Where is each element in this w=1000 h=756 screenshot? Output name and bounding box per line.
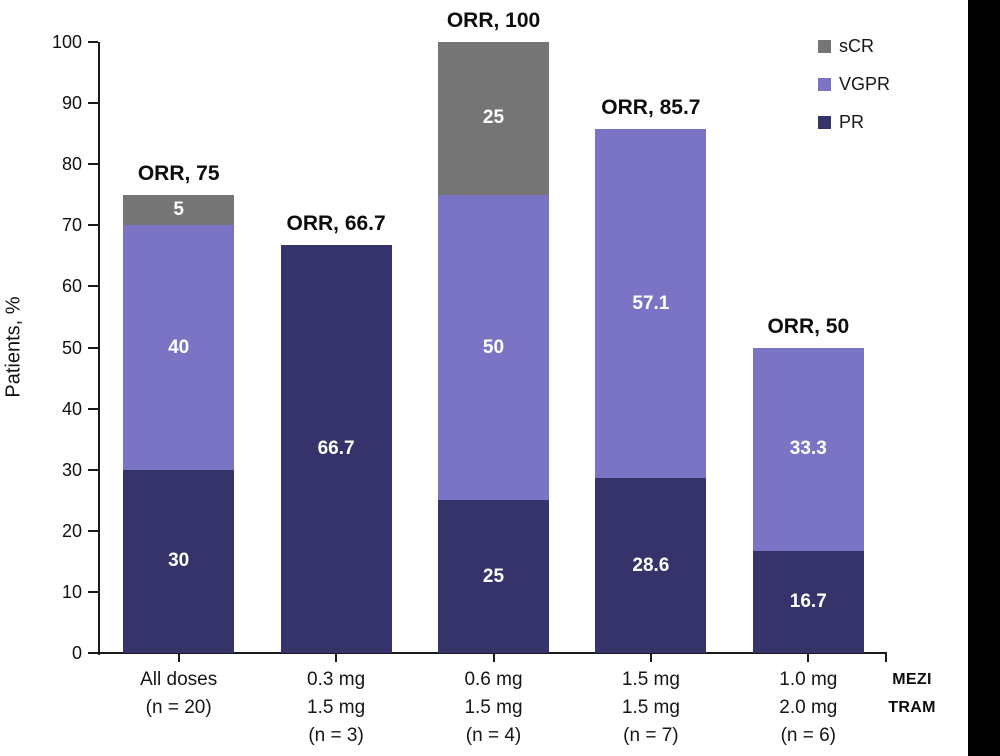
x-category-label: 0.3 mg 1.5 mg (n = 3) (258, 666, 414, 750)
bar-segment-vgpr (595, 129, 707, 479)
bar-segment-value-label: 25 (482, 107, 505, 129)
y-axis-tick-label: 90 (61, 93, 82, 114)
orr-label: ORR, 50 (767, 314, 850, 338)
legend-item-vgpr: VGPR (818, 72, 938, 96)
x-category-label: All doses (n = 20) (101, 666, 257, 722)
y-axis-tick (88, 407, 98, 410)
x-category-label-line: 1.5 mg (621, 669, 680, 690)
x-category-label-line: 1.0 mg (779, 669, 838, 690)
x-category-label-line: 1.5 mg (307, 697, 366, 718)
orr-label: ORR, 85.7 (601, 96, 701, 120)
bar-segment-scr (438, 42, 549, 195)
y-axis-tick-label: 20 (61, 520, 82, 541)
bar-segment-scr (123, 194, 235, 226)
legend-swatch-vgpr (818, 77, 831, 91)
y-axis-tick-label: 80 (61, 154, 82, 175)
x-axis-tick (177, 654, 180, 662)
x-category-label-line: (n = 3) (308, 725, 364, 746)
bar-segment-pr (123, 469, 235, 653)
bar-segment-value-label: 25 (482, 565, 505, 587)
bar-segment-pr (595, 478, 707, 653)
bar-segment-pr (752, 550, 864, 653)
legend-item-label: VGPR (839, 74, 891, 94)
y-axis-tick (88, 590, 98, 593)
x-axis-tick (335, 654, 338, 662)
y-axis-tick-label: 60 (61, 276, 82, 297)
x-axis-tick (807, 654, 810, 662)
bar-segment-vgpr (752, 347, 864, 551)
legend-item-label: PR (839, 112, 865, 132)
x-category-label-line: (n = 7) (623, 725, 679, 746)
y-axis-tick (88, 102, 98, 105)
y-axis-tick (88, 224, 98, 227)
bar-segment-value-label: 33.3 (789, 438, 827, 460)
x-category-label-line: 0.6 mg (464, 669, 523, 690)
y-axis-tick-label: 40 (61, 398, 82, 419)
x-category-label: 0.6 mg 1.5 mg (n = 4) (416, 666, 572, 750)
y-axis-tick (88, 285, 98, 288)
orr-label: ORR, 75 (137, 161, 220, 185)
x-category-label-line: All doses (140, 669, 218, 690)
bar-segment-value-label: 30 (168, 550, 190, 572)
bar-segment-value-label: 50 (482, 336, 505, 358)
y-axis-tick-label: 70 (61, 215, 82, 236)
x-category-label-line: 1.5 mg (621, 697, 680, 718)
right-black-strip (968, 0, 1000, 756)
legend-item-pr: PR (818, 110, 938, 134)
bar-segment-value-label: 57.1 (632, 292, 670, 314)
y-axis-tick-label: 10 (61, 581, 82, 602)
legend-swatch-scr (818, 39, 831, 53)
x-category-label-line: (n = 6) (780, 725, 837, 746)
bar-segment-pr (280, 245, 392, 653)
bar-segment-value-label: 16.7 (789, 590, 827, 612)
legend: sCR VGPR PR (818, 34, 938, 154)
x-category-label-line: (n = 20) (145, 697, 212, 718)
drug-row-label-tram: TRAM (888, 699, 936, 716)
orr-label: ORR, 100 (446, 9, 541, 32)
x-category-label: 1.5 mg 1.5 mg (n = 7) (573, 666, 729, 750)
drug-row-label-mezi: MEZI (892, 671, 932, 688)
y-axis-tick (88, 41, 98, 43)
y-axis-tick (88, 468, 98, 471)
bar-segment-vgpr (123, 225, 235, 470)
bar-segment-vgpr (438, 194, 549, 501)
bar-segment-value-label: 40 (168, 336, 190, 358)
x-category-label-line: 0.3 mg (307, 669, 366, 690)
bar-segment-pr (438, 500, 549, 653)
legend-item-label: sCR (839, 36, 874, 56)
y-axis-line (98, 42, 100, 655)
legend-swatch-pr (818, 115, 831, 129)
x-axis-end-tick (885, 654, 887, 662)
x-category-label-line: (n = 4) (465, 725, 522, 746)
y-axis-tick (88, 529, 98, 532)
y-axis-tick-label: 0 (71, 643, 82, 663)
y-axis-tick (88, 346, 98, 349)
y-axis-tick (88, 163, 98, 166)
orr-label: ORR, 66.7 (286, 212, 386, 236)
bar-segment-value-label: 66.7 (317, 438, 355, 460)
legend-item-scr: sCR (818, 34, 938, 58)
x-axis-line (88, 652, 887, 654)
x-axis-tick (492, 654, 495, 662)
y-axis-tick-label: 30 (61, 459, 82, 480)
x-axis-tick (649, 654, 652, 662)
x-category-label-line: 2.0 mg (779, 697, 838, 718)
bar-segment-value-label: 5 (173, 199, 184, 221)
bar-segment-value-label: 28.6 (632, 554, 670, 576)
x-category-label-line: 1.5 mg (464, 697, 523, 718)
x-category-label: 1.0 mg 2.0 mg (n = 6) (730, 666, 886, 750)
y-axis-tick-label: 100 (51, 32, 82, 52)
y-axis-tick-label: 50 (61, 337, 82, 358)
